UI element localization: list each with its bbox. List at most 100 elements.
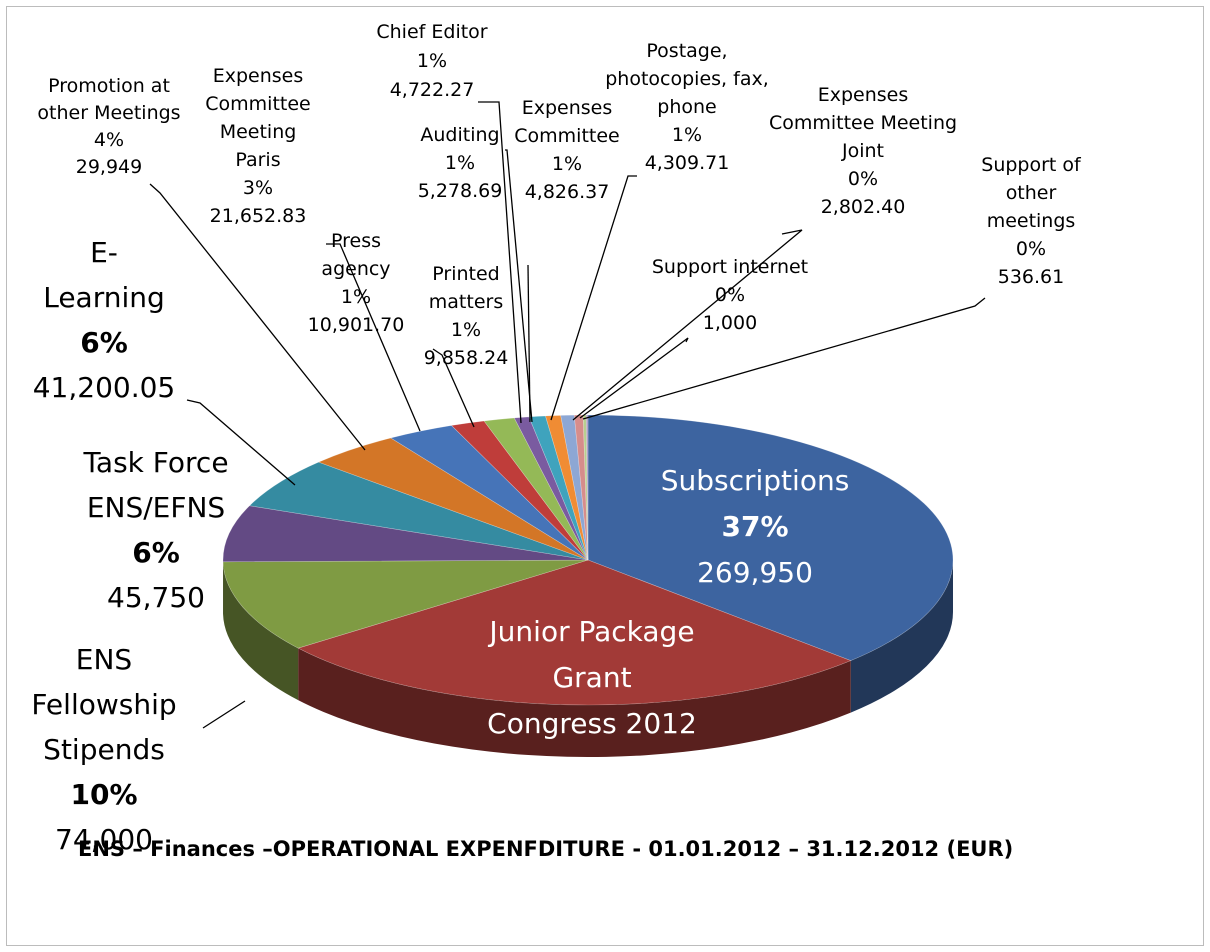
label-line: 4,722.27 [390,79,475,101]
leader-line [202,700,246,729]
label-line: ENS/EFNS [87,491,225,524]
leader-line [432,348,475,428]
slice-label-paris: Expenses Committee Meeting Paris 3% 21,652.83 [205,65,310,227]
label-line: 29,949 [76,156,142,178]
pie-slice [297,559,852,706]
leader-line [582,297,986,420]
label-line: 5,278.69 [418,180,503,202]
label-line: phone [657,96,716,118]
label-line: 2,802.40 [821,196,906,218]
leader-line [186,399,296,486]
pie-slice [513,416,589,561]
label-line: matters [429,291,503,313]
label-line: 21,652.83 [210,205,307,227]
label-line: Meeting [220,121,297,143]
label-line: Expenses [818,84,909,106]
label-line: Subscriptions [661,464,850,497]
label-line: Expenses [522,97,613,119]
label-value: 269,950 [697,556,813,589]
label-line: Auditing [420,124,499,146]
label-line: Grant [552,661,631,694]
pie-slice [528,415,589,561]
label-line: 1% [451,319,481,341]
label-line: photocopies, fax, [605,68,769,90]
pie-slice-sides [223,560,953,758]
label-line: Press [331,230,381,252]
label-line: 3% [243,177,273,199]
slice-label-taskforce: Task Force ENS/EFNS 6% 45,750 [82,446,228,614]
label-line: Promotion at [48,75,170,97]
label-line: 4,309.71 [645,152,730,174]
slice-label-subscriptions: Subscriptions 37% 269,950 [661,464,850,589]
label-line: other [1006,182,1057,204]
label-line: Support of [981,154,1082,176]
label-line: Fellowship [31,688,176,721]
label-line: Junior Package [487,615,694,648]
pie-slice-side [298,648,851,758]
label-percent: 6% [80,326,128,359]
label-line: Learning [43,281,165,314]
leader-line [326,243,421,432]
label-line: Chief Editor [376,21,487,43]
slice-label-elearning: E- Learning 6% 41,200.05 [33,236,176,404]
label-line: 1% [672,124,702,146]
slice-label-postage: Postage, photocopies, fax, phone 1% 4,309.71 [605,40,769,174]
label-line: 536.61 [998,266,1064,288]
slice-label-joint: Expenses Committee Meeting Joint 0% 2,802.40 [769,84,957,218]
label-percent: 27% [558,753,625,786]
leader-line [505,149,533,423]
label-line: other Meetings [37,102,180,124]
label-line: 1,000 [703,312,757,334]
slice-label-promotion: Promotion at other Meetings 4% 29,949 [37,75,180,178]
label-line: Task Force [82,446,228,479]
pie-slice-side [223,561,299,701]
label-percent: 37% [721,510,788,543]
label-line: ENS [76,643,132,676]
slice-label-othermeetings: Support of other meetings 0% 536.61 [981,154,1082,288]
leader-lines [149,101,986,729]
label-line: Postage, [646,40,727,62]
leader-line [572,229,803,421]
label-line: 0% [848,168,878,190]
leader-line [527,264,531,423]
leader-line [149,183,366,451]
label-line: Committee [514,125,619,147]
label-line: 10,901.70 [308,314,405,336]
pie-slice [483,417,589,561]
label-line: 0% [715,284,745,306]
pie-slice [450,420,589,561]
label-line: 1% [417,50,447,72]
pie-slice-side [850,560,953,713]
label-line: E- [90,236,118,269]
slice-label-internet: Support internet 0% 1,000 [652,256,808,334]
label-percent: 6% [132,536,180,569]
label-line: Congress 2012 [487,707,697,740]
label-line: Printed [432,263,499,285]
label-value: 41,200.05 [33,371,176,404]
slice-label-press: Press agency 1% 10,901.70 [308,230,405,336]
leader-line [579,337,689,419]
label-line: 1% [445,152,475,174]
label-line: Paris [235,149,280,171]
pie-slice [222,559,589,649]
pie-slice [317,437,589,561]
label-value: 45,750 [107,581,205,614]
slice-label-auditing: Auditing 1% 5,278.69 [418,124,503,202]
slice-label-junior: Junior Package Grant Congress 2012 27% 198,7… [487,615,697,832]
label-line: Support internet [652,256,808,278]
label-line: 0% [1016,238,1046,260]
label-line: Joint [841,140,884,162]
pie-slice [586,414,589,561]
pie-slice [248,461,589,561]
slice-label-committee: Expenses Committee 1% 4,826.37 [514,97,619,203]
pie-slice [587,414,954,661]
label-line: Committee [205,93,310,115]
leader-line [478,101,522,424]
label-line: 4% [94,129,124,151]
label-value: 198,710 [534,799,650,832]
label-value: 74,000 [55,823,153,856]
label-line: meetings [987,210,1076,232]
pie-slice [390,425,589,561]
